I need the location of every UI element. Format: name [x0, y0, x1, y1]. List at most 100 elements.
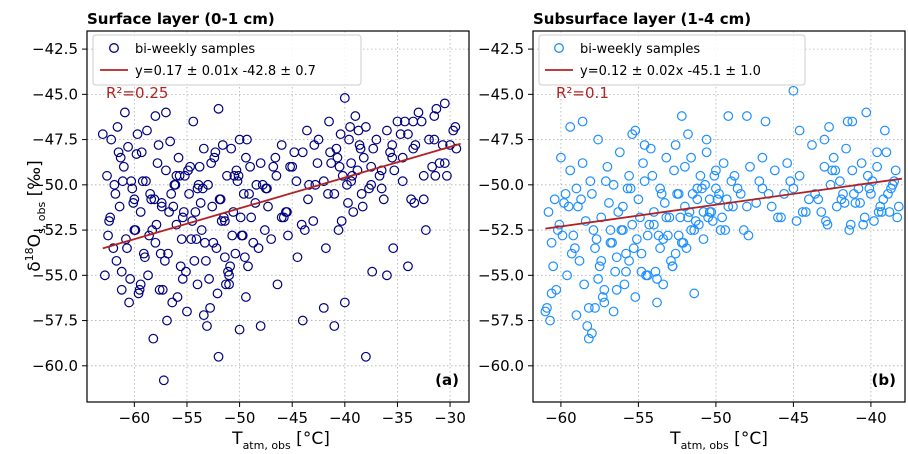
data-point [604, 198, 614, 208]
data-point [416, 116, 427, 127]
panel-a-legend: bi-weekly samples y=0.17 ± 0.01x -42.8 ±… [92, 34, 362, 86]
data-point [714, 188, 724, 199]
panel-b-legend-fit-label: y=0.12 ± 0.02x -45.1 ± 1.0 [580, 64, 761, 79]
data-point [332, 152, 343, 163]
data-point [177, 274, 188, 284]
data-point [420, 225, 431, 235]
data-point [231, 165, 242, 176]
data-point [344, 134, 354, 145]
data-point [137, 176, 148, 187]
data-point [813, 194, 824, 205]
y-tick-label: −42.5 [478, 40, 524, 58]
data-point [695, 170, 706, 181]
data-point [346, 176, 357, 187]
panel-a-fit-line [102, 142, 461, 250]
data-point [219, 252, 230, 263]
data-point [291, 176, 302, 187]
data-point [585, 176, 596, 187]
data-point [563, 201, 574, 212]
data-point [769, 165, 780, 176]
data-point [348, 207, 359, 217]
data-point [333, 225, 344, 235]
data-point [611, 284, 622, 295]
data-point [810, 188, 820, 199]
panel-b-tag: (b) [872, 371, 896, 389]
data-point [175, 261, 186, 272]
data-point [371, 134, 382, 145]
data-point [709, 170, 720, 181]
data-point [213, 351, 224, 362]
data-point [698, 234, 709, 245]
data-point [108, 243, 119, 254]
data-point [233, 170, 244, 181]
data-point [367, 266, 378, 277]
data-point [644, 219, 655, 230]
x-tick-label: −45 [778, 409, 810, 427]
data-point [308, 216, 319, 226]
data-point [700, 179, 710, 190]
data-point [115, 152, 126, 163]
data-point [253, 243, 264, 254]
data-point [745, 161, 755, 172]
data-point [859, 212, 870, 223]
data-point [312, 158, 323, 169]
panel-b-scatter-points [540, 85, 904, 344]
data-point [773, 212, 783, 223]
data-point [554, 219, 565, 230]
data-point [845, 219, 856, 230]
data-point [356, 188, 367, 199]
x-tick-label: −60 [119, 409, 151, 427]
data-point [382, 125, 392, 136]
data-point [839, 198, 850, 208]
data-point [742, 111, 752, 121]
data-point [872, 147, 882, 158]
data-point [159, 255, 170, 266]
data-point [431, 103, 442, 114]
data-point [151, 219, 162, 230]
data-point [656, 188, 667, 199]
data-point [392, 116, 403, 127]
data-point [130, 225, 141, 235]
data-point [565, 165, 576, 176]
data-point [631, 234, 642, 245]
data-point [214, 194, 225, 205]
data-point [410, 140, 421, 150]
data-point [161, 107, 171, 118]
data-point [661, 212, 672, 223]
data-point [659, 198, 670, 208]
x-tick-label: −50 [224, 409, 256, 427]
data-point [164, 207, 174, 217]
data-point [285, 161, 296, 172]
y-tick-label: −57.5 [32, 312, 78, 330]
data-point [154, 284, 165, 295]
data-point [126, 176, 137, 187]
data-point [186, 234, 197, 245]
data-point [636, 248, 647, 259]
data-point [613, 207, 624, 217]
data-point [331, 143, 342, 154]
panel-a-y-ticks: −60.0 −57.5 −55.0 −52.5 −50.0 −47.5 −45.0 −42.5 [32, 40, 87, 375]
data-point [591, 234, 602, 245]
data-point [350, 111, 361, 121]
data-point [618, 201, 628, 212]
data-point [819, 134, 830, 145]
panel-b-title: Subsurface layer (1-4 cm) [533, 10, 751, 28]
data-point [835, 176, 845, 187]
y-tick-label: −45.0 [478, 85, 524, 103]
data-point [635, 212, 645, 223]
data-point [343, 198, 353, 208]
data-point [389, 165, 400, 176]
data-point [270, 152, 281, 163]
panel-a-scatter-points [97, 93, 462, 386]
data-point [590, 243, 600, 254]
data-point [324, 116, 334, 127]
data-point [266, 234, 277, 245]
data-point [723, 111, 734, 121]
data-point [150, 237, 161, 248]
data-point [336, 216, 347, 226]
x-tick-label: −35 [382, 409, 414, 427]
data-point [683, 129, 693, 140]
data-point [816, 207, 827, 217]
data-point [119, 107, 130, 118]
data-point [237, 230, 248, 241]
